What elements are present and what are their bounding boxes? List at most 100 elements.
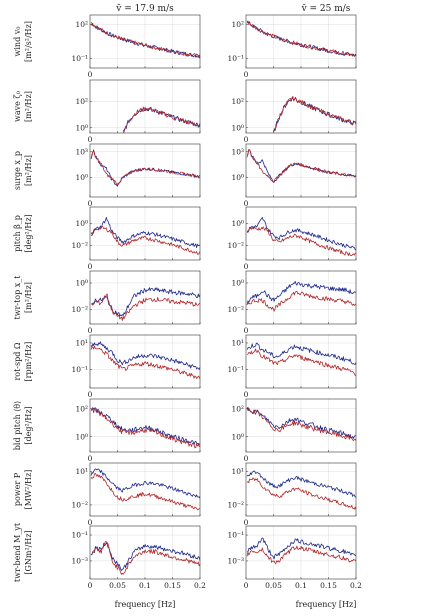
x-tick-label-twr-bend-1-2: 0.1 — [295, 581, 307, 590]
x-tick-label-bld-pitch-0-0: 0 — [88, 454, 93, 463]
x-tick-label-rot-spd-0-0: 0 — [88, 390, 93, 399]
y-axis-label-twr-bend-0: twr-bend M_yt — [13, 522, 22, 582]
y-tick-label-twr-bend-1-0: 10⁻¹ — [227, 531, 244, 540]
x-axis-label-right: frequency [Hz] — [296, 600, 357, 609]
y-tick-label-wind-1-0: 10² — [231, 20, 244, 29]
y-tick-label-wave-1-0: 10² — [231, 97, 244, 106]
x-tick-label-surge-1-0: 0 — [244, 199, 249, 208]
series-wind-0-blue — [90, 22, 201, 58]
y-tick-label-bld-pitch-1-0: 10² — [231, 404, 244, 413]
x-axis-label-left: frequency [Hz] — [115, 600, 176, 609]
y-tick-label-power-1-0: 10¹ — [231, 467, 244, 476]
y-axis-label-bld-pitch-1: [deg²/Hz] — [24, 406, 33, 444]
series-twr-bend-0-blue — [91, 542, 201, 571]
series-power-0-red — [90, 472, 201, 511]
x-tick-label-wind-1-0: 0 — [244, 70, 249, 79]
x-tick-label-surge-0-0: 0 — [88, 199, 93, 208]
y-axis-label-pitch-1: [deg²/Hz] — [24, 214, 33, 252]
y-tick-label-twr-bend-0-1: 10⁻³ — [71, 557, 88, 566]
y-axis-label-rot-spd-0: rot-spd Ω — [13, 342, 22, 380]
series-twr-bend-0-red — [90, 541, 201, 575]
y-tick-label-rot-spd-0-1: 10⁻¹ — [71, 365, 88, 374]
x-tick-label-pitch-0-0: 0 — [88, 262, 93, 271]
y-tick-label-twr-top-0-0: 10⁰ — [75, 279, 88, 288]
series-power-1-blue — [246, 470, 357, 498]
y-tick-label-twr-bend-1-1: 10⁻³ — [227, 557, 244, 566]
y-axis-label-twr-top-0: twr-top x_t — [13, 275, 22, 320]
series-surge-0-blue — [90, 149, 201, 187]
series-wave-1-blue — [273, 97, 357, 133]
x-tick-label-twr-bend-0-2: 0.1 — [139, 581, 151, 590]
x-tick-label-twr-bend-0-3: 0.15 — [164, 581, 181, 590]
y-tick-label-wind-0-1: 10⁻¹ — [71, 54, 88, 63]
x-tick-label-bld-pitch-1-0: 0 — [244, 454, 249, 463]
y-axis-label-pitch-0: pitch β_p — [13, 215, 22, 252]
series-surge-1-red — [246, 149, 357, 183]
x-tick-label-twr-bend-1-4: 0.2 — [350, 581, 362, 590]
y-axis-label-wave-1: [m²/Hz] — [24, 91, 33, 122]
y-tick-label-wave-0-1: 10⁰ — [75, 123, 88, 132]
y-tick-label-pitch-0-1: 10⁻² — [71, 241, 88, 250]
series-power-0-blue — [90, 468, 201, 499]
series-pitch-0-blue — [91, 217, 201, 249]
x-tick-label-rot-spd-1-0: 0 — [244, 390, 249, 399]
x-tick-label-wave-1-0: 0 — [244, 135, 249, 144]
y-tick-label-power-0-1: 10⁻² — [71, 501, 88, 510]
y-tick-label-wave-0-0: 10² — [75, 97, 88, 106]
y-tick-label-bld-pitch-0-1: 10⁰ — [75, 432, 88, 441]
x-tick-label-wind-0-0: 0 — [88, 70, 93, 79]
y-tick-label-power-1-1: 10⁻² — [227, 501, 244, 510]
y-tick-label-surge-1-1: 10⁰ — [231, 173, 244, 182]
x-tick-label-power-0-0: 0 — [88, 518, 93, 527]
series-pitch-1-blue — [246, 216, 357, 251]
x-tick-label-twr-bend-1-0: 0 — [244, 581, 249, 590]
series-twr-bend-1-blue — [247, 537, 357, 560]
series-bld-pitch-1-red — [246, 407, 357, 442]
series-rot-spd-0-red — [90, 345, 201, 379]
y-tick-label-power-0-0: 10¹ — [75, 467, 88, 476]
series-wave-0-red — [122, 106, 201, 134]
y-tick-label-twr-bend-0-0: 10⁻¹ — [71, 531, 88, 540]
x-tick-label-wave-0-0: 0 — [88, 135, 93, 144]
y-tick-label-wind-1-1: 10⁻¹ — [227, 54, 244, 63]
series-rot-spd-0-blue — [90, 341, 201, 370]
series-power-1-red — [246, 477, 357, 510]
y-axis-label-surge-1: [m²/Hz] — [24, 155, 33, 186]
y-tick-label-wave-1-1: 10⁰ — [231, 123, 244, 132]
y-axis-label-power-1: [MW²/Hz] — [24, 470, 33, 510]
x-tick-label-twr-bend-0-4: 0.2 — [194, 581, 206, 590]
y-tick-label-twr-top-0-1: 10⁻² — [71, 305, 88, 314]
series-wind-1-red — [246, 20, 357, 57]
column-title-17-9: v̄ = 17.9 m/s — [115, 4, 174, 14]
y-tick-label-twr-top-1-0: 10⁰ — [231, 279, 244, 288]
x-tick-label-power-1-0: 0 — [244, 518, 249, 527]
y-tick-label-bld-pitch-1-1: 10⁰ — [231, 432, 244, 441]
y-axis-label-surge-0: surge x_p — [13, 151, 22, 190]
x-tick-label-twr-bend-0-0: 0 — [88, 581, 93, 590]
series-wind-0-red — [90, 23, 201, 59]
y-axis-label-wind-0: wind v₀ — [13, 27, 22, 57]
y-tick-label-rot-spd-1-1: 10⁻¹ — [227, 365, 244, 374]
x-tick-label-twr-top-0-0: 0 — [88, 326, 93, 335]
y-tick-label-rot-spd-0-0: 10¹ — [75, 339, 88, 348]
series-rot-spd-1-blue — [246, 342, 357, 365]
x-tick-label-twr-bend-0-1: 0.05 — [109, 581, 126, 590]
series-wind-1-blue — [246, 21, 357, 57]
y-tick-label-bld-pitch-0-0: 10² — [75, 404, 88, 413]
series-pitch-1-red — [246, 226, 357, 257]
y-tick-label-surge-0-0: 10³ — [75, 147, 88, 156]
series-twr-top-1-blue — [246, 281, 357, 305]
series-bld-pitch-0-red — [90, 408, 201, 449]
y-tick-label-wind-0-0: 10² — [75, 20, 88, 29]
series-bld-pitch-0-blue — [90, 407, 201, 446]
y-axis-label-power-0: power P — [13, 472, 22, 506]
y-axis-label-bld-pitch-0: bld pitch ⟨θ⟩ — [13, 401, 22, 450]
series-pitch-0-red — [90, 225, 201, 255]
y-tick-label-twr-top-1-1: 10⁻² — [227, 305, 244, 314]
series-rot-spd-1-red — [246, 348, 357, 376]
series-twr-top-1-red — [246, 290, 357, 312]
x-tick-label-pitch-1-0: 0 — [244, 262, 249, 271]
series-twr-top-0-red — [91, 293, 201, 321]
